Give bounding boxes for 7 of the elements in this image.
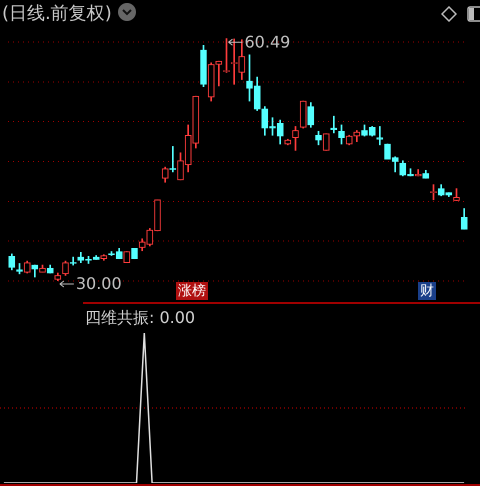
chart-title: 四维共振: 0.00 [85,308,196,329]
text: 涨榜 [176,282,208,300]
text: 财 [418,282,436,300]
candlestick [223,38,230,73]
annotation: 30.00 [76,274,122,294]
annotation: 60.49 [244,32,290,52]
chart-title: (日线.前复权) [2,2,112,25]
